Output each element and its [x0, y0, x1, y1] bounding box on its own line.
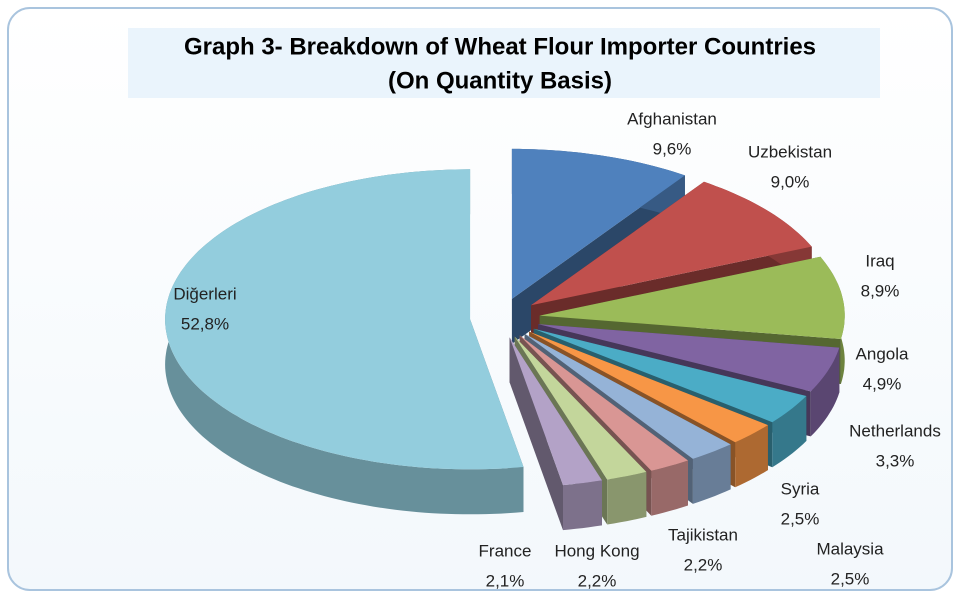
slice-label: Afghanistan: [627, 109, 717, 128]
slice-top: [509, 337, 602, 486]
slice-label: Tajikistan: [668, 525, 738, 544]
slice-side: [607, 471, 647, 525]
slice-label: Hong Kong: [554, 541, 639, 560]
slice-side: [651, 460, 688, 516]
value-label: 2,1%: [486, 571, 525, 590]
slice-top: [533, 328, 807, 423]
slice-label: Netherlands: [849, 421, 941, 440]
slice-side: [772, 396, 807, 468]
value-label: 2,2%: [578, 571, 617, 590]
slice-label: Iraq: [865, 251, 894, 270]
value-label: 9,6%: [653, 139, 692, 158]
value-label: 8,9%: [861, 281, 900, 300]
value-label: 2,5%: [831, 569, 870, 588]
slice-label: Malaysia: [816, 539, 884, 558]
slice-top: [519, 335, 688, 471]
value-label: 9,0%: [771, 172, 810, 191]
value-label: 52,8%: [181, 314, 229, 333]
slice-wall: [509, 337, 563, 531]
slice: [509, 337, 602, 531]
slice-side: [810, 347, 840, 437]
value-label: 2,5%: [781, 509, 820, 528]
slice-label: Uzbekistan: [748, 142, 832, 161]
slice-label: Angola: [856, 344, 909, 363]
value-label: 4,9%: [863, 374, 902, 393]
slice-label: France: [479, 541, 532, 560]
slice-top: [511, 148, 685, 299]
pie: [165, 148, 845, 531]
slice-label: Syria: [781, 479, 820, 498]
slice-top: [538, 324, 840, 392]
slice-side: [735, 425, 768, 488]
slice-top: [514, 336, 647, 480]
slice-side: [563, 480, 602, 531]
slice-label: Diğerleri: [173, 284, 236, 303]
slice-top: [529, 331, 768, 443]
value-label: 3,3%: [876, 451, 915, 470]
slice-top: [524, 333, 731, 459]
chart-title: (On Quantity Basis): [388, 67, 612, 94]
slice-side: [692, 444, 731, 504]
slice-top: [165, 169, 524, 470]
value-label: 2,2%: [684, 555, 723, 574]
slice: [165, 169, 524, 515]
slice-top: [531, 181, 812, 306]
chart-title: Graph 3- Breakdown of Wheat Flour Import…: [184, 33, 816, 60]
title-box: [128, 28, 880, 98]
slice-top: [539, 256, 845, 339]
